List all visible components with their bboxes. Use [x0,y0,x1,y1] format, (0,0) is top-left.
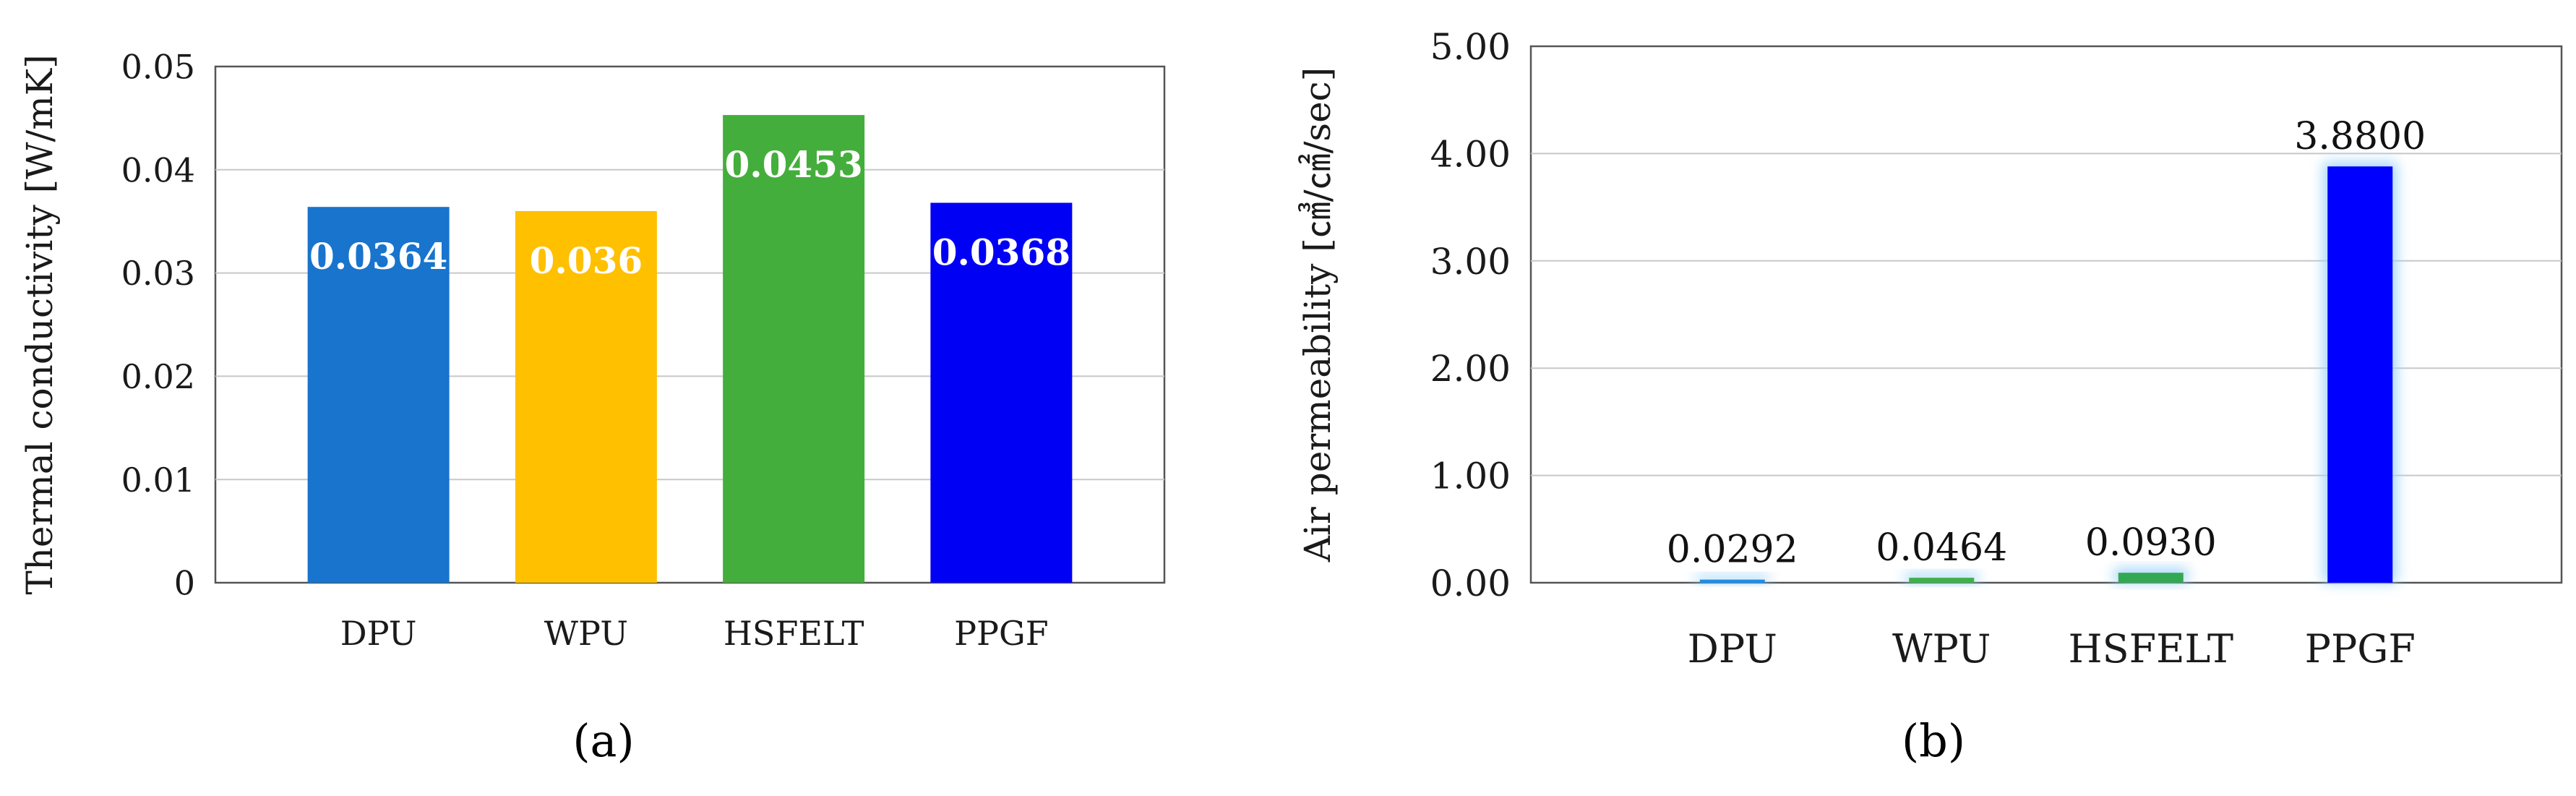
y-tick-label: 2.00 [1430,348,1511,390]
x-tick-label: WPU [544,614,628,653]
y-tick-label: 4.00 [1430,133,1511,175]
data-label: 0.036 [530,239,643,282]
y-tick-label: 1.00 [1430,455,1511,497]
bar-hsfelt [723,115,865,583]
plot-area-a [214,65,1166,584]
x-tick-label: HSFELT [724,614,864,653]
x-tick-label: WPU [1892,626,1991,672]
y-tick-label: 0 [174,564,195,603]
y-axis-title-a: Thermal conductivity [W/mK] [19,54,61,594]
panel-label-a: (a) [572,714,634,767]
bar-glow [1695,575,1769,583]
data-label: 0.0368 [932,231,1070,273]
x-ticks-a: DPU WPU HSFELT PPGF [340,614,1049,653]
x-tick-label: DPU [340,614,417,653]
data-label: 0.0453 [724,143,862,186]
chart-panel-a: 0 0.01 0.02 0.03 0.04 0.05 DPU WPU HSFELT PPGF 0… [19,48,1166,767]
x-tick-label: DPU [1688,626,1777,672]
x-tick-label: PPGF [2305,626,2416,672]
y-tick-label: 3.00 [1430,241,1511,283]
bar-dpu [1699,579,1765,583]
y-axis-title-b: Air permeability [㎤/㎠/sec] [1297,67,1339,562]
x-ticks-b: DPU WPU HSFELT PPGF [1688,626,2416,672]
data-label: 0.0464 [1876,526,2007,570]
bar-hsfelt [2118,573,2184,583]
y-tick-label: 0.03 [121,254,195,293]
bar-ppgf [930,202,1073,583]
y-ticks-a: 0 0.01 0.02 0.03 0.04 0.05 [121,48,195,603]
y-tick-label: 0.02 [121,357,195,396]
bar-wpu [1909,578,1975,583]
data-label: 3.8800 [2294,115,2426,158]
x-tick-label: PPGF [954,614,1049,653]
y-tick-label: 0.00 [1430,562,1511,604]
data-label: 0.0292 [1667,528,1798,572]
bars-a [307,115,1073,583]
plot-area-b [1529,45,2563,584]
y-tick-label: 0.05 [121,48,195,87]
bar-dpu [307,207,450,583]
y-tick-label: 5.00 [1430,26,1511,68]
bars-b [1695,162,2397,583]
data-labels-a: 0.0364 0.036 0.0453 0.0368 [309,143,1070,282]
data-label: 0.0930 [2085,521,2217,565]
chart-panel-b: 0.00 1.00 2.00 3.00 4.00 5.00 DPU WPU HSFELT PPG… [1297,26,2563,767]
data-label: 0.0364 [309,235,447,278]
panel-label-b: (b) [1902,714,1965,767]
data-labels-b: 0.0292 0.0464 0.0930 3.8800 [1667,115,2426,571]
y-tick-label: 0.04 [121,150,195,189]
x-tick-label: HSFELT [2069,626,2233,672]
y-ticks-b: 0.00 1.00 2.00 3.00 4.00 5.00 [1430,26,1511,604]
y-tick-label: 0.01 [121,461,195,500]
grid-b [1531,153,2562,476]
bar-ppgf [2327,166,2393,583]
bar-wpu [515,210,657,583]
